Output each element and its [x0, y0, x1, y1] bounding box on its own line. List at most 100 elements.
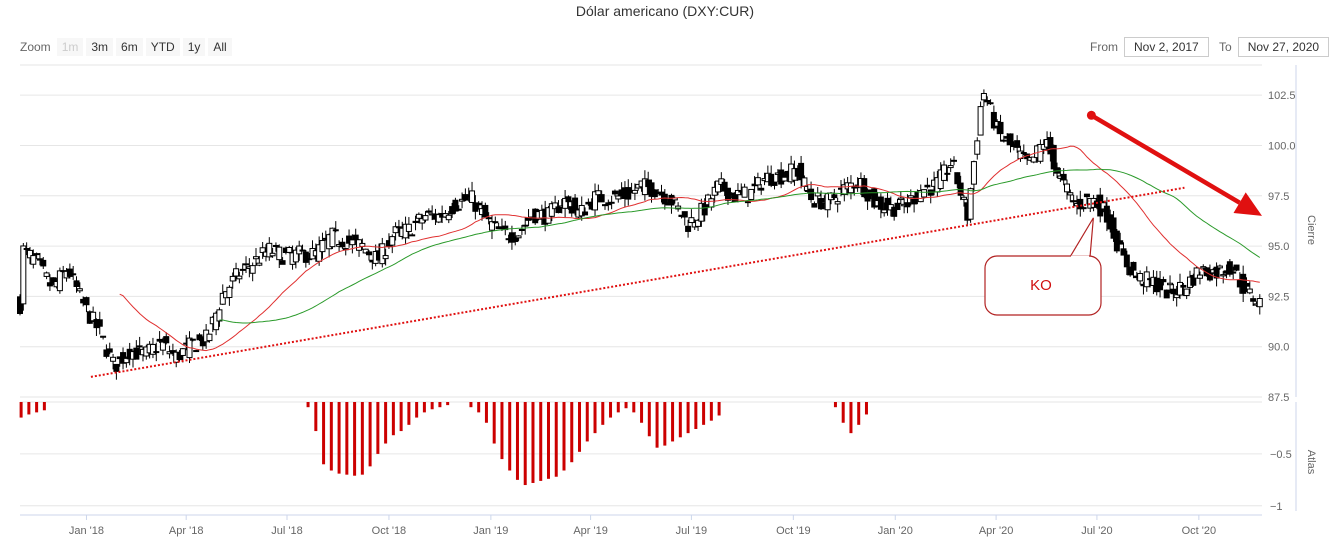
candle-body: [485, 217, 492, 220]
atlas-bar: [407, 402, 411, 425]
candle-body: [319, 240, 326, 253]
atlas-bar: [539, 402, 543, 481]
candle: [562, 190, 569, 218]
candle-body: [897, 197, 904, 201]
candle: [970, 160, 977, 192]
candle: [36, 252, 43, 266]
candle: [515, 235, 522, 242]
candle-body: [1163, 289, 1170, 299]
candle: [651, 189, 658, 200]
candle-body: [997, 121, 1004, 135]
moving-average-short: [119, 145, 1260, 352]
candle-body: [106, 348, 113, 353]
candle-body: [611, 190, 618, 195]
candle-body: [50, 277, 57, 284]
candle: [944, 166, 951, 182]
atlas-bar: [647, 402, 651, 437]
price-tick-label: 87.5: [1268, 392, 1289, 404]
zoom-1y-button[interactable]: 1y: [182, 38, 206, 56]
candle: [681, 211, 688, 226]
candle: [1173, 285, 1180, 307]
candle: [675, 202, 682, 212]
candle: [950, 156, 957, 166]
candle-body: [1064, 183, 1071, 193]
candle: [841, 178, 848, 202]
candle-body: [349, 239, 356, 246]
candle-body: [1180, 284, 1187, 288]
candle: [1196, 271, 1203, 285]
x-tick-label: Jan '20: [878, 525, 913, 537]
candle-body: [412, 220, 419, 224]
range-to: To Nov 27, 2020: [1219, 37, 1330, 57]
candle-body: [921, 189, 928, 198]
candle: [1183, 288, 1190, 300]
candle-body: [206, 333, 213, 342]
zoom-all-button[interactable]: All: [208, 38, 232, 56]
candle: [977, 101, 984, 136]
atlas-bar: [500, 402, 504, 460]
candle-body: [36, 258, 43, 261]
atlas-bar: [515, 402, 519, 480]
atlas-bar: [616, 402, 620, 413]
zoom-ytd-button[interactable]: YTD: [145, 38, 180, 56]
candle-body: [249, 265, 256, 274]
candle: [395, 219, 402, 237]
candle-body: [1083, 193, 1090, 198]
candle: [1226, 259, 1233, 277]
candle: [100, 335, 107, 340]
candle: [83, 296, 90, 313]
candle: [974, 137, 981, 160]
candle: [572, 194, 579, 216]
range-from-input[interactable]: Nov 2, 2017: [1124, 37, 1209, 57]
indicator-tick-label: −0.5: [1270, 449, 1292, 461]
candle: [708, 197, 715, 211]
candle: [552, 195, 559, 210]
zoom-6m-button[interactable]: 6m: [116, 38, 143, 56]
candle: [881, 202, 888, 217]
candle-body: [595, 190, 602, 196]
candle: [133, 340, 140, 360]
candle: [941, 160, 948, 181]
candle-body: [582, 211, 589, 216]
range-to-input[interactable]: Nov 27, 2020: [1237, 37, 1330, 57]
candle-body: [455, 208, 462, 211]
candle: [1216, 264, 1223, 270]
atlas-bar: [469, 402, 473, 408]
atlas-bar: [554, 402, 558, 477]
candle-body: [179, 348, 186, 356]
candle-body: [149, 343, 156, 355]
candle: [715, 180, 722, 196]
candle: [339, 237, 346, 249]
candle: [1233, 264, 1240, 272]
candle-body: [272, 244, 279, 247]
candle: [17, 294, 23, 316]
candle-body: [1196, 274, 1203, 279]
atlas-bar: [484, 402, 488, 423]
candle-body: [811, 203, 818, 208]
candle: [286, 245, 293, 254]
candle-body: [708, 198, 715, 208]
indicator-tick-label: −1: [1270, 501, 1283, 513]
candle: [894, 198, 901, 211]
candle: [967, 187, 974, 223]
candle: [309, 240, 316, 260]
candle-body: [1173, 294, 1180, 299]
candle: [1083, 193, 1090, 205]
zoom-3m-button[interactable]: 3m: [86, 38, 114, 56]
candle-body: [1183, 288, 1190, 297]
candle: [110, 353, 117, 370]
candle-body: [871, 188, 878, 208]
candle-body: [904, 202, 911, 208]
candle: [70, 265, 77, 280]
zoom-1m-button[interactable]: 1m: [56, 38, 84, 56]
candle-body: [43, 272, 50, 277]
candle: [741, 183, 748, 198]
candle: [266, 237, 273, 261]
moving-average-long: [219, 168, 1261, 324]
atlas-bar: [585, 402, 589, 442]
down-arrow-head: [1233, 192, 1262, 216]
candle-body: [734, 189, 741, 196]
candle: [342, 247, 349, 256]
price-tick-label: 92.5: [1268, 291, 1289, 303]
candle-body: [701, 203, 708, 216]
